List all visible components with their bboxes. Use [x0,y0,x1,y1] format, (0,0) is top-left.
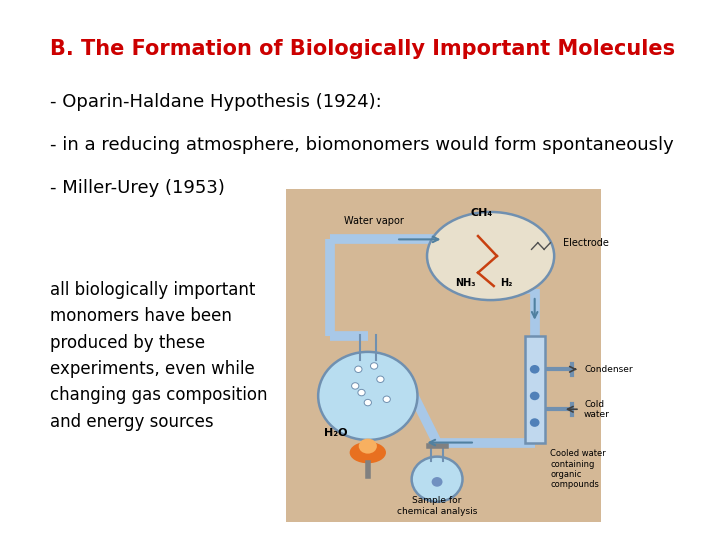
Circle shape [383,396,390,402]
Circle shape [355,366,362,373]
Ellipse shape [359,438,377,454]
FancyBboxPatch shape [286,190,600,523]
Text: Cooled water
containing
organic
compounds: Cooled water containing organic compound… [550,449,606,489]
Text: H₂: H₂ [500,278,513,288]
Circle shape [364,400,372,406]
Circle shape [318,352,418,440]
FancyBboxPatch shape [525,336,545,443]
Text: Sample for
chemical analysis: Sample for chemical analysis [397,496,477,516]
Text: - Oparin-Haldane Hypothesis (1924):: - Oparin-Haldane Hypothesis (1924): [50,93,382,111]
Circle shape [530,365,539,374]
Text: all biologically important
monomers have been
produced by these
experiments, eve: all biologically important monomers have… [50,281,267,431]
Text: - Miller-Urey (1953): - Miller-Urey (1953) [50,179,225,197]
Text: B. The Formation of Biologically Important Molecules: B. The Formation of Biologically Importa… [50,39,675,59]
Circle shape [358,389,365,396]
Text: H₂O: H₂O [324,428,347,437]
Text: CH₄: CH₄ [470,208,492,218]
Ellipse shape [350,442,386,463]
Circle shape [377,376,384,382]
Circle shape [530,392,539,400]
Circle shape [530,418,539,427]
Circle shape [412,457,462,502]
Text: Water vapor: Water vapor [344,216,404,226]
Circle shape [351,383,359,389]
Text: NH₃: NH₃ [455,278,476,288]
Ellipse shape [427,212,554,300]
Text: - in a reducing atmosphere, biomonomers would form spontaneously: - in a reducing atmosphere, biomonomers … [50,136,674,154]
Text: Electrode: Electrode [563,238,609,248]
Text: Cold
water: Cold water [584,400,610,419]
Circle shape [371,363,378,369]
Circle shape [431,477,443,487]
Text: Condenser: Condenser [584,365,633,374]
